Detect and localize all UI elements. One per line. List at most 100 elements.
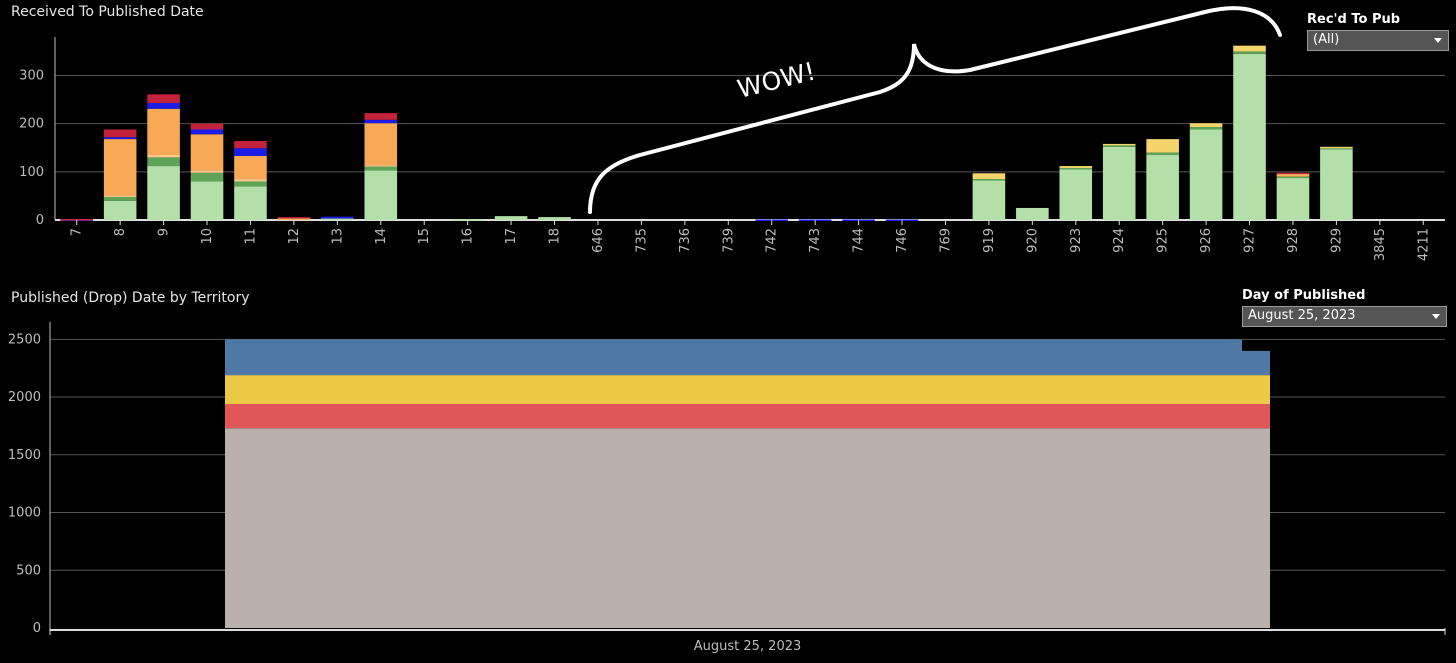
x-tick-label: 744: [852, 228, 867, 253]
x-tick-label: 4211: [1416, 228, 1431, 261]
bar-segment: [147, 108, 180, 155]
bar-segment: [1146, 154, 1179, 220]
bar-segment: [190, 170, 224, 173]
bar-segment: [190, 172, 224, 182]
bar-segment: [190, 123, 224, 130]
x-tick-label: 9: [157, 228, 172, 236]
bar-segment: [234, 155, 267, 180]
x-tick-label: 923: [1069, 228, 1084, 253]
bar-segment: [277, 218, 311, 221]
y-tick-label: 2500: [8, 332, 41, 347]
bar-segment: [364, 119, 398, 124]
x-tick-label: 13: [330, 228, 345, 245]
rec-to-pub-filter: Rec'd To Pub (All): [1307, 12, 1449, 51]
bar-segment: [103, 139, 137, 196]
bar-segment: [1059, 169, 1093, 220]
x-tick-label: 742: [765, 228, 780, 253]
bar-segment: [60, 219, 94, 221]
rec-to-pub-value: (All): [1313, 32, 1340, 47]
x-tick-label: 929: [1329, 228, 1344, 253]
bar-segment: [147, 166, 180, 220]
y-tick-label: 0: [33, 621, 41, 636]
x-tick-label: 7: [70, 228, 85, 236]
x-tick-label: 646: [591, 228, 606, 253]
bar-segment: [190, 129, 224, 135]
bar-segment: [364, 166, 398, 171]
area-band: [225, 375, 1270, 404]
bar-segment: [364, 113, 398, 120]
bar-segment: [234, 141, 267, 149]
x-tick-label: 18: [548, 228, 563, 245]
bar-segment: [321, 216, 354, 219]
y-tick-label: 2000: [8, 390, 41, 405]
curly-brace: [588, 6, 1282, 214]
bar-segment: [147, 102, 180, 109]
x-tick-label: 769: [938, 228, 953, 253]
area-band: [225, 339, 1270, 376]
x-tick-label: 3845: [1373, 228, 1388, 261]
x-tick-label: 8: [113, 228, 128, 236]
bar-segment: [451, 219, 484, 221]
x-tick-label: 736: [678, 228, 693, 253]
x-tick-label: 743: [808, 228, 823, 253]
chevron-down-icon: [1432, 314, 1440, 319]
bar-segment: [1276, 172, 1310, 175]
bar-segment: [1146, 152, 1179, 155]
bar-segment: [1320, 149, 1353, 220]
bar-segment: [103, 196, 137, 201]
top-chart-title: Received To Published Date: [11, 4, 204, 20]
y-tick-label: 500: [16, 563, 41, 578]
day-of-published-label: Day of Published: [1242, 288, 1366, 303]
x-tick-label: 746: [895, 228, 910, 253]
bar-segment: [234, 186, 267, 220]
chevron-down-icon: [1434, 38, 1442, 43]
rec-to-pub-label: Rec'd To Pub: [1307, 12, 1401, 27]
bar-segment: [1059, 167, 1093, 170]
y-tick-label: 300: [19, 69, 44, 84]
x-tick-label: 924: [1112, 228, 1127, 253]
bar-segment: [1276, 173, 1310, 176]
x-tick-label: 10: [200, 228, 215, 245]
bar-segment: [277, 217, 311, 219]
bar-segment: [234, 181, 267, 187]
day-of-published-filter: Day of Published August 25, 2023: [1242, 288, 1447, 327]
x-axis-label: August 25, 2023: [694, 639, 802, 654]
x-tick-label: 14: [374, 228, 389, 245]
x-tick-label: 927: [1243, 228, 1258, 253]
bar-segment: [364, 165, 398, 167]
x-tick-label: 16: [461, 228, 476, 245]
bottom-chart-title: Published (Drop) Date by Territory: [11, 290, 250, 306]
bar-segment: [147, 94, 180, 103]
bar-segment: [1102, 143, 1136, 146]
x-tick-label: 11: [243, 228, 258, 245]
x-tick-label: 919: [982, 228, 997, 253]
bar-segment: [103, 137, 137, 140]
bar-segment: [234, 148, 267, 156]
x-tick-label: 739: [721, 228, 736, 253]
bar-segment: [364, 170, 398, 220]
bar-segment: [321, 218, 354, 221]
y-tick-label: 0: [36, 213, 44, 228]
x-tick-label: 928: [1286, 228, 1301, 253]
x-tick-label: 735: [634, 228, 649, 253]
bar-segment: [364, 123, 398, 166]
area-band: [225, 403, 1270, 429]
area-band: [225, 428, 1270, 628]
bar-segment: [1102, 145, 1136, 147]
y-tick-label: 200: [19, 117, 44, 132]
x-tick-label: 17: [504, 228, 519, 245]
bar-segment: [103, 129, 137, 138]
annotation-text: WOW!: [734, 57, 818, 104]
y-tick-label: 1500: [8, 448, 41, 463]
rec-to-pub-dropdown[interactable]: (All): [1307, 30, 1449, 51]
day-of-published-dropdown[interactable]: August 25, 2023: [1242, 306, 1447, 327]
bar-segment: [972, 173, 1006, 180]
bar-segment: [1016, 207, 1049, 220]
published-by-territory-chart: 0 500 1000 1500 2000 2500 August 25, 2023: [8, 322, 1446, 654]
bar-segment: [190, 134, 224, 171]
x-tick-label: 925: [1156, 228, 1171, 253]
bar-segment: [234, 179, 267, 182]
bar-segment: [1189, 123, 1223, 128]
bar-segment: [147, 157, 180, 167]
